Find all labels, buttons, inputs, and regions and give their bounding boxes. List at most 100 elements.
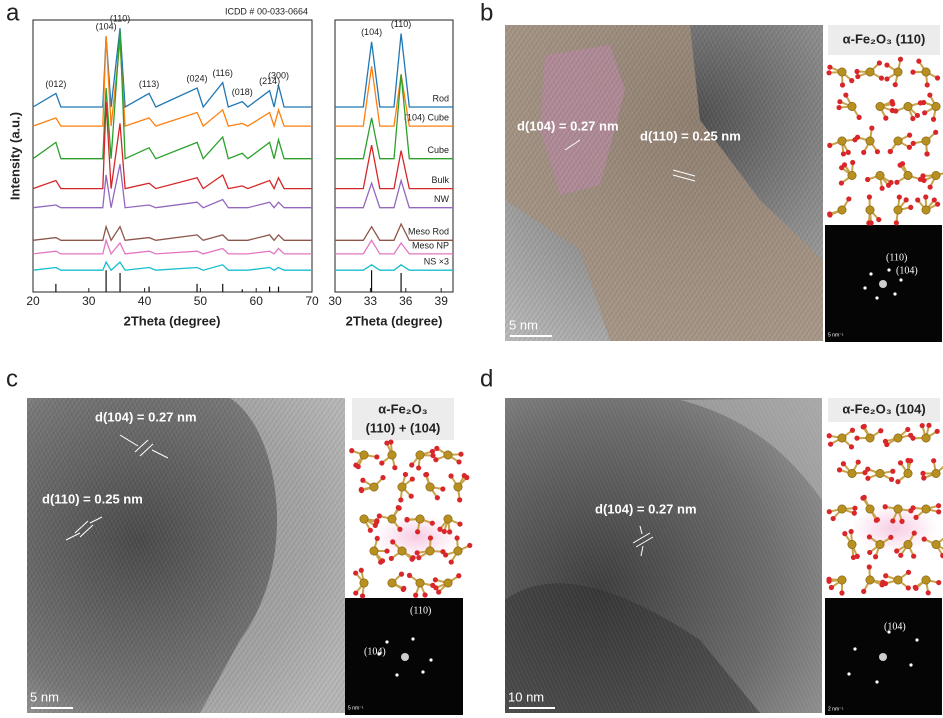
peak-label: (214) — [259, 76, 280, 86]
xrd-curve — [32, 28, 312, 109]
iron-atom — [903, 539, 913, 549]
iron-atom — [837, 136, 847, 146]
iron-atom — [425, 482, 435, 492]
y-axis-label: Intensity (a.u.) — [7, 112, 22, 200]
oxygen-atom — [374, 454, 380, 460]
oxygen-atom — [826, 509, 832, 515]
oxygen-atom — [430, 452, 436, 459]
fft-scale-label: 5 nm⁻¹ — [348, 705, 364, 711]
oxygen-atom — [876, 60, 882, 66]
oxygen-atom — [915, 197, 921, 203]
series-label: Cube — [427, 145, 449, 155]
fringe-label: d(104) = 0.27 nm — [95, 409, 197, 424]
scale-bar-label: 5 nm — [509, 317, 538, 332]
oxygen-atom — [413, 592, 419, 598]
iron-atom — [397, 482, 407, 492]
iron-atom — [893, 136, 903, 146]
scale-bar-label: 5 nm — [30, 689, 59, 704]
oxygen-atom — [874, 149, 881, 155]
x-tick-label: 36 — [399, 294, 413, 308]
oxygen-atom — [851, 510, 857, 516]
iron-atom — [931, 102, 941, 112]
series-label: Meso Rod — [408, 227, 449, 237]
iron-atom — [369, 482, 379, 492]
phase-box — [352, 398, 454, 440]
oxygen-atom — [855, 73, 861, 80]
oxygen-atom — [883, 115, 889, 121]
crystal-structure — [826, 422, 943, 596]
iron-atom — [359, 578, 369, 588]
oxygen-atom — [935, 201, 941, 207]
phase-label: α-Fe₂O₃ (110) — [843, 31, 926, 46]
oxygen-atom — [415, 529, 421, 535]
xrd-curve — [32, 101, 312, 191]
oxygen-atom — [839, 590, 845, 596]
oxygen-atom — [866, 534, 873, 540]
fft-spot — [915, 638, 919, 642]
oxygen-atom — [846, 196, 852, 202]
iron-atom — [921, 575, 931, 585]
oxygen-atom — [893, 220, 899, 226]
iron-atom — [443, 450, 453, 460]
iron-atom — [387, 450, 397, 460]
oxygen-atom — [910, 435, 916, 441]
oxygen-atom — [888, 179, 894, 186]
iron-atom — [387, 514, 397, 524]
oxygen-atom — [908, 204, 914, 210]
oxygen-atom — [899, 518, 905, 524]
oxygen-atom — [924, 82, 930, 88]
oxygen-atom — [925, 590, 931, 596]
fft-spot — [875, 680, 879, 684]
oxygen-atom — [894, 548, 900, 554]
fft-center — [879, 280, 887, 288]
oxygen-atom — [867, 549, 873, 556]
oxygen-atom — [447, 529, 453, 535]
phase-label: α-Fe₂O₃ — [378, 401, 427, 416]
oxygen-atom — [422, 592, 428, 598]
x-tick-label: 60 — [250, 294, 264, 308]
series-label: Bulk — [431, 175, 449, 185]
oxygen-atom — [372, 522, 378, 528]
oxygen-atom — [845, 149, 851, 156]
oxygen-atom — [826, 70, 832, 76]
iron-atom — [359, 450, 369, 460]
oxygen-atom — [390, 539, 396, 545]
fft-center — [401, 653, 409, 661]
oxygen-atom — [826, 576, 832, 582]
peak-label: (113) — [139, 79, 159, 89]
oxygen-atom — [897, 162, 903, 168]
iron-atom — [865, 433, 875, 443]
iron-atom — [837, 504, 847, 514]
crystal-structure — [349, 439, 473, 599]
x-tick-label: 70 — [305, 294, 319, 308]
oxygen-atom — [448, 473, 454, 479]
oxygen-atom — [467, 542, 473, 549]
iron-atom — [397, 546, 407, 556]
fft-spot — [421, 670, 425, 674]
xrd-curve — [335, 33, 453, 108]
iron-atom — [865, 575, 875, 585]
oxygen-atom — [392, 465, 398, 471]
oxygen-atom — [913, 514, 919, 520]
oxygen-atom — [890, 101, 896, 107]
iron-atom — [903, 102, 913, 112]
oxygen-atom — [830, 515, 836, 522]
iron-atom — [931, 539, 941, 549]
oxygen-atom — [865, 466, 871, 472]
x-tick-label: 33 — [364, 294, 378, 308]
oxygen-atom — [850, 159, 856, 166]
oxygen-atom — [850, 554, 857, 561]
oxygen-atom — [854, 68, 860, 75]
oxygen-atom — [843, 92, 849, 98]
peak-label: (018) — [232, 87, 253, 97]
oxygen-atom — [888, 476, 895, 483]
oxygen-atom — [931, 458, 937, 464]
oxygen-atom — [856, 114, 862, 120]
oxygen-atom — [440, 486, 446, 492]
xrd-curve — [32, 30, 312, 160]
oxygen-atom — [921, 536, 927, 542]
iron-atom — [387, 578, 397, 588]
xrd-curve — [335, 66, 453, 127]
fft-spot — [875, 296, 879, 300]
fft-spot — [893, 292, 897, 296]
